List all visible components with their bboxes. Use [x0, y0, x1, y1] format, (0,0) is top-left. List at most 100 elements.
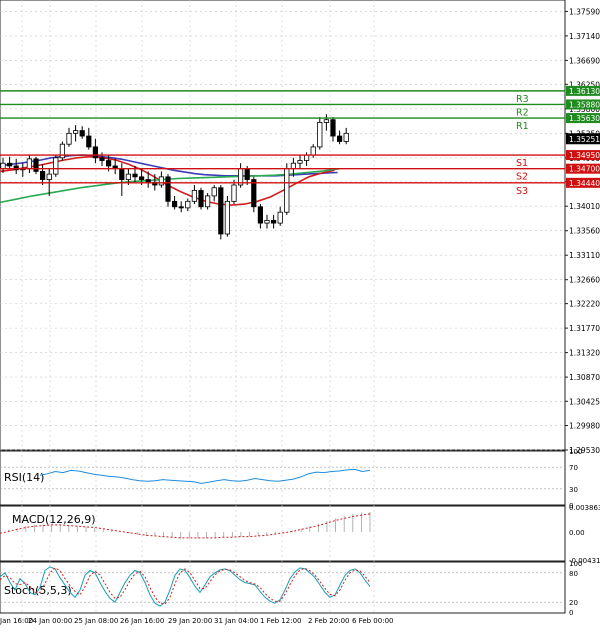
- price-tick-label: 1.33560: [569, 227, 600, 236]
- candle-bear-body: [145, 179, 151, 183]
- candle-bull-body: [277, 211, 283, 224]
- price-tick-label: 1.37140: [569, 32, 600, 41]
- candle-bear-body: [86, 135, 92, 148]
- candle: [264, 214, 270, 229]
- macd-label: MACD(12,26,9): [12, 513, 96, 526]
- level-price-box: [566, 113, 600, 124]
- price-tick-label: 1.31320: [569, 349, 600, 358]
- support-resistance-levels: R3 1.36130 R2 1.35880 R1 1.35630 S1 1.34950 S2 1.…: [0, 85, 600, 197]
- candle: [66, 127, 72, 147]
- candle-bull-body: [59, 143, 66, 159]
- candle: [86, 127, 92, 150]
- candle-bull-body: [303, 154, 310, 161]
- candle-bear-body: [257, 206, 264, 224]
- candle-bear-body: [165, 176, 171, 202]
- price-tick-label: 1.32660: [569, 276, 600, 285]
- rsi-label: RSI(14): [4, 471, 44, 484]
- candle: [33, 156, 39, 175]
- candle-bull-body: [231, 184, 237, 202]
- candle: [198, 187, 204, 210]
- candle-bull-body: [317, 122, 323, 148]
- candle-bear-body: [270, 219, 277, 224]
- candle: [257, 204, 264, 229]
- candle-bear-body: [119, 168, 125, 180]
- stoch-tick-label: 80: [569, 570, 578, 578]
- candle: [317, 116, 323, 150]
- level-price-box: [566, 163, 600, 174]
- price-tick-label: 1.36250: [569, 80, 600, 89]
- time-tick-label: 25 Jan 08:00: [74, 617, 118, 625]
- candle-bull-body: [0, 162, 6, 170]
- stoch-signal-line: [0, 567, 371, 605]
- candle: [270, 214, 277, 229]
- main-panel-frame: [0, 0, 566, 451]
- candle-bull-body: [310, 146, 316, 156]
- stoch-tick-label: 100: [569, 560, 582, 568]
- price-tick-label: 1.36690: [569, 56, 600, 65]
- candle-bear-body: [132, 173, 138, 178]
- candle-bear-body: [251, 179, 257, 208]
- stoch-panel-frame: [0, 561, 566, 614]
- candle: [211, 185, 217, 202]
- current-price-box: [566, 133, 600, 145]
- candle-bear-body: [198, 190, 204, 208]
- level-price-label: 1.36130: [569, 87, 600, 96]
- candle: [185, 198, 191, 212]
- rsi-line: [39, 468, 371, 484]
- candle-bear-body: [79, 130, 85, 137]
- stoch-tick-label: 20: [569, 599, 578, 607]
- level-price-box: [566, 150, 600, 161]
- price-tick-label: 1.29980: [569, 422, 600, 431]
- candle: [277, 206, 283, 226]
- candle: [40, 164, 46, 186]
- candle-bear-body: [171, 200, 178, 208]
- candle-bear-body: [40, 171, 46, 180]
- rsi-tick-label: 100: [569, 448, 582, 456]
- candle-bull-body: [323, 119, 330, 123]
- macd-tick-label: 0.00: [569, 529, 585, 537]
- level-price-box: [566, 177, 600, 188]
- candle: [224, 195, 230, 237]
- candle-bear-body: [92, 146, 98, 159]
- candle-bull-body: [264, 219, 270, 224]
- candle-bull-body: [26, 158, 33, 170]
- price-tick-label: 1.31770: [569, 324, 600, 333]
- level-name: S2: [516, 172, 528, 183]
- candle-bull-body: [224, 200, 230, 235]
- rsi-tick-label: 70: [569, 464, 578, 472]
- price-tick-label: 1.32220: [569, 300, 600, 309]
- candle-bull-body: [73, 130, 79, 134]
- time-tick-label: 29 Jan 20:00: [168, 617, 212, 625]
- candle-bear-body: [244, 168, 250, 180]
- candle-bear-body: [106, 160, 112, 167]
- level-name: S3: [516, 186, 528, 197]
- grid-layer: [0, 0, 565, 613]
- candle-bull-body: [158, 176, 164, 186]
- candle-bear-body: [138, 176, 145, 180]
- candle: [218, 185, 224, 240]
- rsi-panel: RSI(14) 100 70 30 0: [0, 448, 582, 510]
- candle-bull-body: [211, 187, 217, 197]
- candle: [59, 141, 66, 161]
- candle-bear-body: [336, 135, 343, 142]
- candlesticks: [0, 114, 349, 240]
- candle: [178, 201, 184, 213]
- time-tick-label: 1 Feb 12:00: [260, 617, 301, 625]
- candle-bear-body: [178, 206, 184, 209]
- time-tick-label: 2 Feb 20:00: [308, 617, 349, 625]
- candle-bear-body: [218, 187, 224, 235]
- candle: [7, 156, 13, 169]
- price-tick-label: 1.29530: [569, 446, 600, 455]
- candle-bull-body: [66, 132, 72, 145]
- candle: [13, 158, 19, 175]
- candle: [79, 126, 85, 139]
- candle-bull-body: [284, 168, 290, 213]
- price-tick-label: 1.30425: [569, 397, 600, 406]
- candle: [53, 155, 59, 177]
- candle: [158, 171, 164, 188]
- current-price-label: 1.35251: [569, 135, 600, 144]
- candle-bear-body: [330, 119, 336, 137]
